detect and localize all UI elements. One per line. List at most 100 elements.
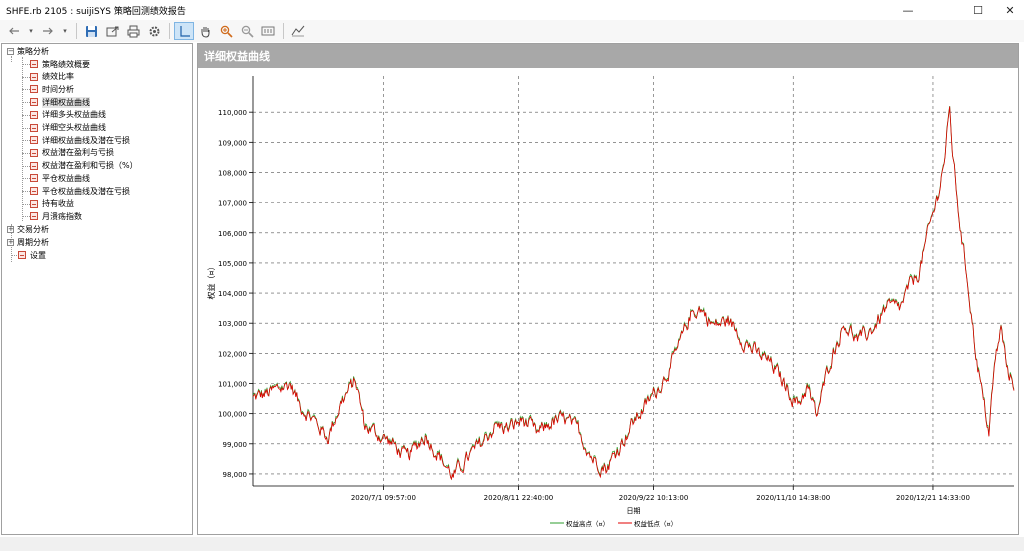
close-button[interactable]: ✕ (1005, 3, 1015, 17)
legend-label: 权益高点（¤） (566, 519, 609, 528)
tree-line (22, 140, 30, 142)
y-tick-label: 99,000 (223, 441, 248, 449)
minimize-button[interactable]: — (902, 3, 914, 17)
tree-item-5[interactable]: 详细多头权益曲线 (30, 109, 106, 121)
panel-header: 详细权益曲线 (198, 44, 1018, 68)
tree-line (22, 191, 30, 192)
report-icon (30, 123, 38, 132)
tree-item-13[interactable]: 月溃疡指数 (30, 210, 82, 222)
tree-node-period-analysis[interactable]: + 周期分析 (7, 237, 49, 247)
forward-arrow-icon[interactable] (38, 22, 58, 40)
forward-dropdown-icon[interactable]: ▾ (63, 27, 67, 35)
tree-item-4[interactable]: 详细权益曲线 (30, 96, 90, 108)
tree-line (22, 89, 30, 91)
y-tick-label: 104,000 (218, 290, 247, 298)
y-tick-label: 105,000 (218, 260, 247, 268)
navigation-tree-panel: − 策略分析 策略绩效概要 绩效比率 时间分析 详细权益曲线 详细多头权益曲线 详细空头权… (1, 43, 193, 535)
x-tick-label: 2020/7/1 09:57:00 (351, 494, 416, 502)
tree-node-settings[interactable]: 设置 (18, 249, 46, 261)
tree-line (22, 152, 30, 154)
y-tick-label: 109,000 (218, 139, 247, 147)
tree-node-trade-analysis[interactable]: + 交易分析 (7, 224, 49, 234)
tree-item-12[interactable]: 持有收益 (30, 198, 74, 210)
x-tick-label: 2020/11/10 14:38:00 (756, 494, 830, 502)
report-icon (30, 212, 38, 221)
tree-line (11, 56, 12, 62)
tree-line (22, 102, 30, 104)
print-icon[interactable] (123, 22, 143, 40)
tree-line (22, 114, 30, 116)
report-icon (30, 199, 38, 208)
window-title: SHFE.rb 2105 : suijiSYS 策略回测绩效报告 (6, 6, 186, 17)
equity-low-series-line (252, 106, 1015, 481)
x-tick-label: 2020/9/22 10:13:00 (619, 494, 689, 502)
maximize-button[interactable]: ☐ (973, 3, 983, 17)
tree-node-strategy-analysis[interactable]: − 策略分析 (7, 46, 49, 56)
report-icon (30, 85, 38, 94)
y-tick-label: 98,000 (223, 471, 248, 479)
tree-item-10[interactable]: 平仓权益曲线 (30, 172, 90, 184)
report-icon (30, 161, 38, 170)
tree-line (22, 203, 30, 205)
report-icon (30, 98, 38, 107)
tree-item-1[interactable]: 策略绩效概要 (30, 58, 90, 70)
crosshair-icon[interactable] (174, 22, 194, 40)
report-icon (30, 136, 38, 145)
collapse-icon[interactable]: − (7, 46, 14, 55)
toolbar: ▾ ▾ (0, 20, 1024, 42)
y-tick-label: 107,000 (218, 200, 247, 208)
fit-window-icon[interactable] (258, 22, 278, 40)
equity-chart[interactable]: 98,000 99,000 100,000 101,000 102,000 103,000… (198, 68, 1018, 534)
tree-line (22, 165, 30, 167)
report-icon (30, 174, 38, 183)
report-icon (30, 60, 38, 68)
y-tick-label: 108,000 (218, 169, 247, 177)
y-tick-label: 103,000 (218, 320, 247, 328)
title-bar: SHFE.rb 2105 : suijiSYS 策略回测绩效报告 — ☐ ✕ (0, 0, 1024, 20)
y-tick-label: 100,000 (218, 411, 247, 419)
chart-legend-icon[interactable] (288, 22, 308, 40)
expand-icon[interactable]: + (7, 237, 14, 246)
toolbar-separator (283, 23, 284, 39)
tree-item-7[interactable]: 详细权益曲线及潜在亏损 (30, 134, 130, 146)
report-icon (30, 72, 38, 81)
tree-line (22, 178, 30, 180)
tree-item-11[interactable]: 平仓权益曲线及潜在亏损 (30, 185, 130, 197)
report-icon (30, 148, 38, 157)
x-axis-title: 日期 (627, 507, 641, 515)
x-tick-label: 2020/8/11 22:40:00 (484, 494, 554, 502)
y-tick-label: 106,000 (218, 230, 247, 238)
y-axis-title: 权益（¤） (206, 262, 216, 299)
zoom-in-icon[interactable] (216, 22, 236, 40)
hand-pan-icon[interactable] (195, 22, 215, 40)
tree-item-2[interactable]: 绩效比率 (30, 71, 74, 83)
report-icon (30, 187, 38, 195)
legend-label: 权益低点（¤） (634, 519, 677, 528)
save-icon[interactable] (81, 22, 101, 40)
tree-item-8[interactable]: 权益潜在盈利与亏损 (30, 147, 114, 159)
back-arrow-icon[interactable] (4, 22, 24, 40)
status-bar (0, 537, 1024, 551)
tree-item-6[interactable]: 详细空头权益曲线 (30, 122, 106, 134)
report-icon (30, 110, 38, 119)
zoom-out-icon[interactable] (237, 22, 257, 40)
tree-item-3[interactable]: 时间分析 (30, 83, 74, 95)
export-icon[interactable] (102, 22, 122, 40)
report-icon (18, 251, 26, 259)
expand-icon[interactable]: + (7, 224, 14, 233)
settings-gear-icon[interactable] (144, 22, 164, 40)
tree-line (11, 255, 19, 256)
chart-panel: 详细权益曲线 98,000 99,000 100,000 101,000 102,000… (197, 43, 1019, 535)
y-tick-label: 110,000 (218, 109, 247, 117)
tree-line (22, 76, 30, 78)
tree-item-9[interactable]: 权益潜在盈利和亏损（%） (30, 160, 138, 172)
toolbar-separator (76, 23, 77, 39)
tree-line (22, 64, 30, 65)
tree-line (22, 216, 30, 218)
back-dropdown-icon[interactable]: ▾ (29, 27, 33, 35)
x-tick-label: 2020/12/21 14:33:00 (896, 494, 970, 502)
y-tick-label: 102,000 (218, 350, 247, 358)
tree-line (22, 57, 23, 221)
toolbar-separator (169, 23, 170, 39)
y-tick-label: 101,000 (218, 381, 247, 389)
